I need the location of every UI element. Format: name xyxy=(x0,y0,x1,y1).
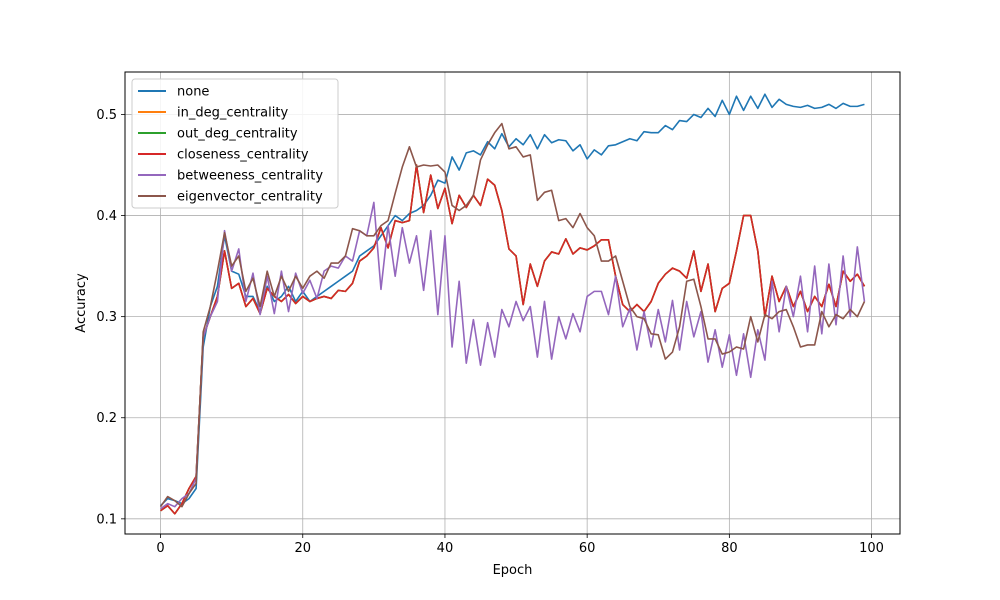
series-line-eigenvector-centrality xyxy=(159,122,866,508)
x-tick-label: 0 xyxy=(156,541,164,556)
legend-box xyxy=(131,78,339,209)
ticks: 0 20 40 60 80 100 0.1 0.2 0.3 0.4 0.5 xyxy=(96,108,884,556)
legend-label-none: none xyxy=(177,85,209,100)
series-line-closeness-centrality xyxy=(160,164,866,515)
legend-label-closeness-centrality: closeness_centrality xyxy=(177,148,309,163)
y-axis-label: Accuracy xyxy=(74,273,89,333)
series-layer xyxy=(159,93,866,515)
y-tick-label: 0.4 xyxy=(96,209,117,224)
legend: none in_deg_centrality out_deg_centralityc… xyxy=(131,78,339,209)
y-tick-label: 0.2 xyxy=(96,411,117,426)
legend-label-eigenvector-centrality: eigenvector_centrality xyxy=(177,190,323,205)
y-tick-label: 0.1 xyxy=(96,512,117,527)
grid xyxy=(125,72,900,534)
x-axis-label: Epoch xyxy=(493,563,533,578)
x-tick-label: 60 xyxy=(579,541,596,556)
y-tick-label: 0.3 xyxy=(96,310,117,325)
legend-label-betweeness-centrality: betweeness_centrality xyxy=(177,169,323,184)
y-tick-label: 0.5 xyxy=(96,108,117,123)
series-line-betweeness-centrality xyxy=(160,201,866,510)
x-tick-label: 100 xyxy=(859,541,884,556)
legend-label-in-deg-centrality: in_deg_centrality xyxy=(177,106,288,121)
x-tick-label: 80 xyxy=(721,541,738,556)
x-tick-label: 20 xyxy=(294,541,311,556)
x-tick-label: 40 xyxy=(437,541,454,556)
plot-frame xyxy=(124,71,901,535)
legend-label-out-deg-centrality: out_deg_centrality xyxy=(177,127,298,142)
